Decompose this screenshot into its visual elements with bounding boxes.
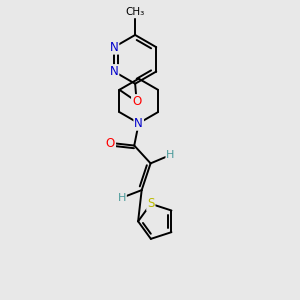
Text: N: N [110,65,118,78]
Text: N: N [110,41,118,54]
Text: O: O [132,95,141,108]
Text: S: S [147,197,155,210]
Text: O: O [106,137,115,150]
Text: H: H [166,150,175,160]
Text: N: N [134,117,143,130]
Text: CH₃: CH₃ [125,8,145,17]
Text: H: H [118,193,126,202]
